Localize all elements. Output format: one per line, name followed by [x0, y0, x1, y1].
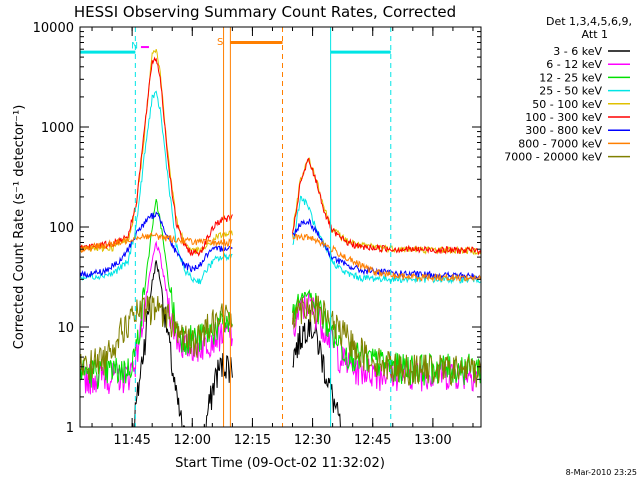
y-tick-label-2: 100	[49, 221, 74, 236]
series-line-3-seg-1	[292, 195, 481, 285]
series-line-6-seg-0	[80, 211, 233, 279]
series-line-4-seg-0	[80, 48, 233, 255]
x-tick-label-1: 12:00	[174, 433, 211, 448]
x-tick-label-2: 12:15	[234, 433, 271, 448]
legend-label-7: 800 - 7000 keV	[518, 137, 602, 150]
y-tick-label-3: 1000	[41, 121, 74, 136]
flag-n-label: N	[131, 41, 138, 51]
series-line-3-seg-0	[80, 90, 233, 285]
x-tick-label-0: 11:45	[113, 433, 150, 448]
legend-label-6: 300 - 800 keV	[525, 124, 602, 137]
axes: 1 10 100 1000 10000 11:45 12:00 12:15 12:30 12:45…	[33, 21, 481, 448]
legend-label-2: 12 - 25 keV	[539, 71, 602, 84]
y-tick-label-1: 10	[57, 321, 74, 336]
series-line-8-seg-0	[80, 295, 233, 380]
legend-label-1: 6 - 12 keV	[546, 58, 602, 71]
plot-content	[80, 27, 481, 427]
footer-timestamp: 8-Mar-2010 23:25	[566, 468, 637, 477]
series-line-7-seg-1	[292, 232, 481, 283]
legend-label-0: 3 - 6 keV	[553, 45, 602, 58]
legend-label-5: 100 - 300 keV	[525, 111, 602, 124]
flag-s-label: S	[217, 37, 223, 48]
x-tick-label-4: 12:45	[354, 433, 391, 448]
y-axis-label: Corrected Count Rate (s⁻¹ detector⁻¹)	[12, 105, 27, 350]
legend-label-4: 50 - 100 keV	[532, 98, 602, 111]
series-line-5-seg-1	[292, 157, 481, 256]
legend-header: Det 1,3,4,5,6,9,	[546, 15, 632, 28]
x-axis-label: Start Time (09-Oct-02 11:32:02)	[175, 456, 385, 471]
series-line-0-seg-0	[132, 260, 233, 427]
legend-header2: Att 1	[582, 28, 608, 41]
series-line-2-seg-0	[80, 198, 233, 390]
legend-label-3: 25 - 50 keV	[539, 85, 602, 98]
x-tick-label-5: 13:00	[414, 433, 451, 448]
series-line-5-seg-0	[80, 56, 233, 257]
y-tick-label-0: 1	[66, 421, 74, 436]
chart-title: HESSI Observing Summary Count Rates, Cor…	[74, 3, 456, 21]
series-line-8-seg-1	[292, 295, 481, 388]
y-tick-label-4: 10000	[33, 21, 74, 36]
series-line-0-seg-1	[292, 309, 341, 427]
x-tick-label-3: 12:30	[294, 433, 331, 448]
legend-label-8: 7000 - 20000 keV	[504, 151, 602, 164]
series-line-7-seg-0	[80, 231, 233, 253]
